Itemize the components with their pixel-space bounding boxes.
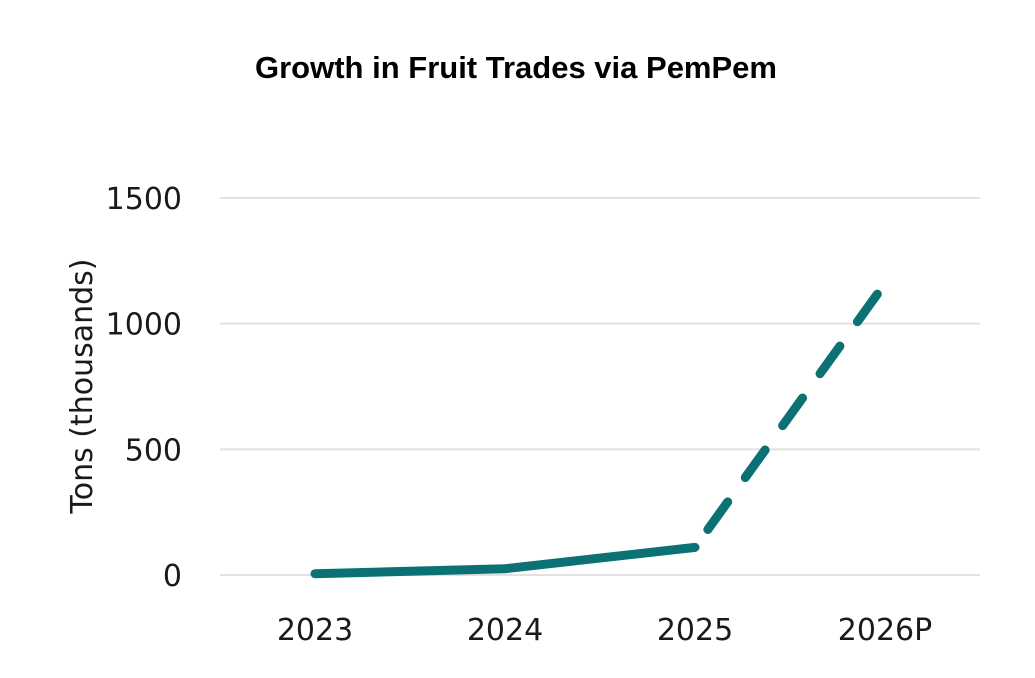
x-axis-ticks: 2023 2024 2025 2026P [277,613,932,648]
y-axis-ticks: 0 500 1000 1500 [106,182,182,594]
y-tick-label: 1000 [106,308,182,343]
gridlines [220,197,980,576]
series-line-projected [690,278,890,552]
x-tick-label: 2026P [838,613,932,648]
y-tick-label: 1500 [106,182,182,217]
series-line [310,278,890,579]
y-tick-label: 0 [163,559,182,594]
x-tick-label: 2025 [657,613,733,648]
y-tick-label: 500 [125,433,182,468]
y-axis-label: Tons (thousands) [65,258,100,514]
x-tick-label: 2024 [467,613,543,648]
series-line-actual [310,542,700,579]
chart-title: Growth in Fruit Trades via PemPem [255,50,777,85]
x-tick-label: 2023 [277,613,353,648]
